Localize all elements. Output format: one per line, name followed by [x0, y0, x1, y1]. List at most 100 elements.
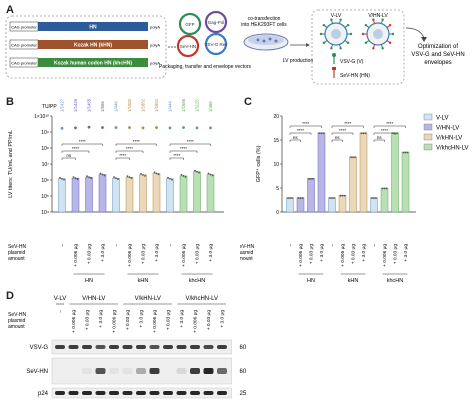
gfp-point	[297, 197, 300, 199]
gfp-point	[291, 197, 293, 199]
tupp-value: 1/1427	[60, 98, 65, 112]
legend-label: V/HN-LV	[436, 126, 459, 132]
polya-label: polyA	[150, 24, 160, 29]
gfp-bar	[391, 132, 399, 213]
legend-label: V/kHN-LV	[436, 136, 462, 142]
c-group-label: khcHN	[387, 278, 404, 284]
blot-band	[163, 345, 173, 349]
d-amount-label: + 0.03 μg	[206, 310, 212, 331]
envelope-spike-tip	[391, 32, 395, 36]
tupp-value: 1/1455	[87, 98, 92, 112]
titer-point	[198, 171, 200, 174]
gfp-point	[360, 132, 363, 135]
b-sig-bracket	[169, 143, 211, 146]
gfp-point	[350, 156, 352, 159]
b-sig-label: ****	[173, 153, 180, 158]
polya-label: polyA	[150, 42, 160, 47]
b-sig-label: ****	[79, 139, 86, 144]
pp-point	[195, 126, 199, 130]
titer-point	[86, 175, 88, 178]
blot-band	[190, 345, 200, 349]
blot-marker: 60	[240, 345, 247, 351]
d-amount-label: + 0.03 μg	[166, 310, 172, 331]
titer-point	[117, 178, 119, 181]
gfp-point	[373, 197, 375, 199]
y-axis-label: LV titers: TU/mL and PP/mL	[8, 130, 14, 198]
b-sig-label: ****	[133, 139, 140, 144]
c-sig-label: ****	[297, 128, 304, 133]
svg-text:VSV-G and SeV-HN: VSV-G and SeV-HN	[411, 52, 464, 58]
b-amount-label: + 0.006 μg	[73, 244, 79, 267]
b-row-label: SeV-HN plasmid amount	[8, 244, 26, 262]
y-tick-label: 10⁹	[41, 130, 49, 136]
envelope-spike-tip	[388, 23, 392, 27]
b-sig-bracket	[61, 150, 90, 153]
d-amount-label: + 3.0 μg	[179, 310, 185, 328]
pp-point	[74, 126, 77, 130]
gfp-bar	[401, 151, 410, 213]
b-amount-label: –	[169, 244, 174, 247]
titer-point	[155, 172, 158, 175]
titer-point	[63, 178, 65, 181]
titer-bar	[58, 178, 66, 213]
legend-swatch	[423, 133, 433, 141]
b-sig-bracket	[169, 157, 184, 160]
c-sig-label: ****	[381, 128, 388, 133]
b-sig-label: ****	[126, 146, 133, 151]
d-amount-label: + 3.0 μg	[139, 310, 145, 328]
gfp-point	[333, 197, 335, 199]
envelope-spike-tip	[330, 18, 333, 21]
y-tick-label: 10⁴	[41, 210, 49, 216]
tupp-value: 1/1426	[73, 98, 78, 112]
titer-point	[113, 176, 115, 179]
d-amount-label: + 0.03 μg	[85, 310, 91, 331]
titer-point	[167, 176, 169, 179]
blot-band	[149, 368, 160, 374]
titer-point	[142, 173, 144, 176]
tupp-value: 1/1656	[181, 98, 186, 112]
titer-point	[211, 174, 214, 177]
b-sig-label: ****	[187, 139, 194, 144]
blot-band	[55, 391, 65, 395]
gfp-bar	[328, 197, 336, 213]
gene-box	[38, 22, 148, 31]
envelope-spike-tip	[339, 18, 342, 21]
gfp-bar	[349, 156, 357, 213]
d-group-label: V/HN-LV	[82, 296, 105, 302]
tupp-value: 1/866	[100, 101, 105, 112]
envelope-spike-tip	[381, 47, 384, 50]
b-group-label: kHN	[138, 278, 149, 284]
gene-label: Kozak human codon HN (khcHN)	[54, 61, 132, 67]
gfp-bar	[380, 187, 389, 213]
b-amount-label: + 0.006 μg	[181, 244, 187, 267]
promoter-label: CAG promoter	[11, 60, 37, 65]
tupp-value: 1/1861	[154, 98, 159, 112]
packaging-text: Packaging, transfer and envelope vectors	[159, 64, 251, 70]
legend-swatch	[423, 113, 433, 121]
y-axis-label: GFP⁺ cells (%)	[255, 145, 262, 182]
b-sig-bracket	[115, 143, 157, 146]
cotransfection-text: co-transfection into HEK293FT cells	[241, 16, 287, 28]
gfp-point	[289, 197, 291, 199]
blot-band	[203, 391, 214, 395]
titer-bar	[71, 177, 80, 213]
gfp-point	[406, 151, 409, 154]
envelope-spike-tip	[381, 18, 384, 21]
pp-point	[209, 126, 212, 130]
gfp-bar	[317, 132, 326, 213]
gfp-point	[354, 156, 356, 159]
gfp-point	[381, 187, 384, 190]
svg-text:SeV-HN (HN): SeV-HN (HN)	[340, 73, 370, 79]
blot-band	[190, 391, 200, 395]
c-amount-label: + 3.0 μg	[319, 244, 325, 262]
gfp-point	[322, 132, 325, 135]
c-amount-label: + 3.0 μg	[361, 244, 367, 262]
gfp-bar	[370, 197, 378, 213]
plasmid-1	[178, 12, 202, 36]
titer-point	[76, 178, 79, 181]
c-group-label: kHN	[348, 278, 359, 284]
titer-bar	[139, 174, 147, 213]
blot-marker: 25	[240, 391, 247, 397]
d-amount-label: + 0.006 μg	[193, 310, 199, 333]
